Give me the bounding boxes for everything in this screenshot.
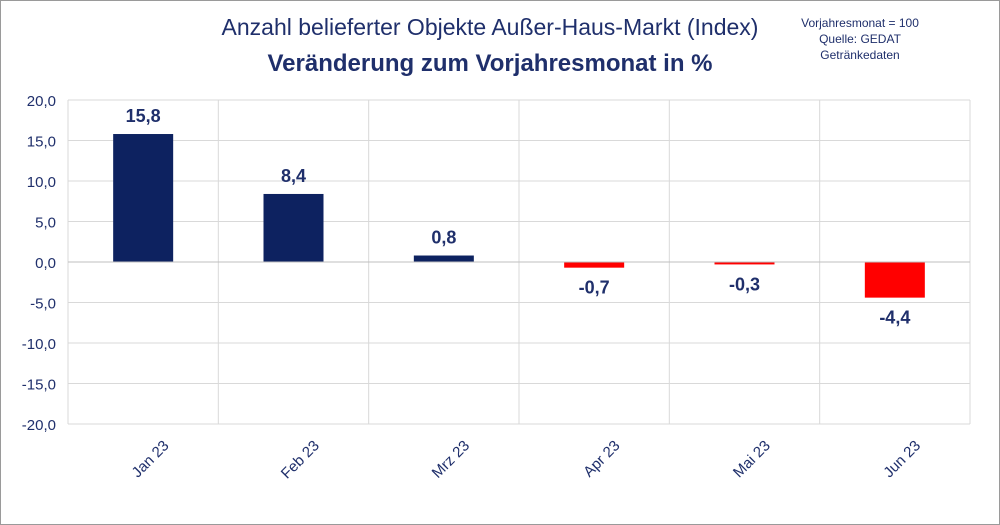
- data-label: 8,4: [281, 166, 306, 186]
- y-tick-label: -5,0: [30, 296, 56, 313]
- data-label: -0,3: [729, 274, 760, 294]
- y-tick-label: 15,0: [27, 134, 56, 151]
- chart-note: Vorjahresmonat = 100 Quelle: GEDAT Geträ…: [775, 15, 945, 63]
- x-tick-label: Mrz 23: [429, 437, 473, 481]
- data-label: 15,8: [126, 106, 161, 126]
- x-tick-label: Jun 23: [880, 437, 924, 481]
- y-tick-label: -20,0: [22, 417, 56, 434]
- y-tick-label: 10,0: [27, 174, 56, 191]
- x-tick-label: Mai 23: [730, 437, 774, 481]
- data-label: -4,4: [879, 308, 910, 328]
- bar: [564, 262, 625, 268]
- note-line-source-detail: Getränkedaten: [820, 48, 900, 62]
- data-label: 0,8: [431, 228, 456, 248]
- bar: [714, 262, 775, 265]
- x-tick-label: Feb 23: [278, 437, 323, 482]
- bar: [413, 255, 474, 262]
- bar: [864, 262, 925, 298]
- y-tick-label: 0,0: [35, 255, 56, 272]
- x-tick-label: Jan 23: [129, 437, 173, 481]
- chart-subtitle: Veränderung zum Vorjahresmonat in %: [267, 50, 713, 77]
- y-tick-label: 20,0: [27, 93, 56, 110]
- note-line-base: Vorjahresmonat = 100: [801, 16, 919, 30]
- x-tick-label: Apr 23: [580, 437, 623, 480]
- y-tick-label: -15,0: [22, 377, 56, 394]
- y-tick-label: 5,0: [35, 215, 56, 232]
- y-tick-label: -10,0: [22, 336, 56, 353]
- bar: [113, 134, 174, 262]
- data-label: -0,7: [579, 278, 610, 298]
- chart-title: Anzahl belieferter Objekte Außer-Haus-Ma…: [221, 14, 759, 40]
- bar: [263, 193, 324, 262]
- note-line-source: Quelle: GEDAT: [819, 32, 901, 46]
